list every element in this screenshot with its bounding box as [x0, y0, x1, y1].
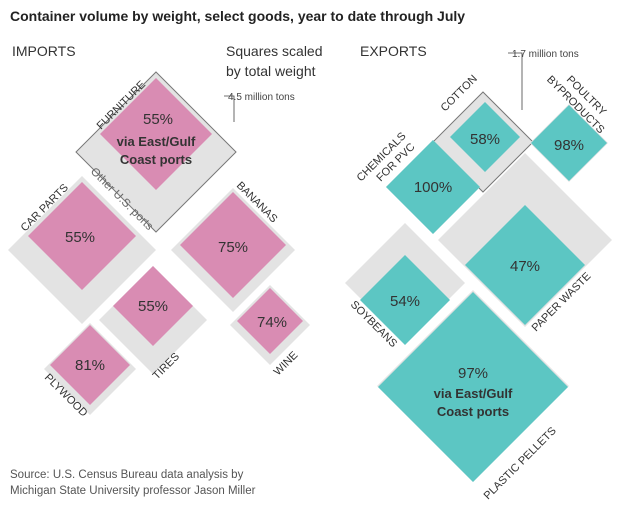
chemicals-share	[386, 140, 480, 234]
paperwaste-value: 47%	[510, 258, 540, 275]
gulf-label-imports-1: via East/Gulf	[117, 134, 196, 149]
wine-share	[237, 288, 303, 354]
paperwaste-share	[465, 205, 585, 325]
plywood-value: 81%	[75, 357, 105, 374]
legend-line-1: Squares scaled	[226, 43, 323, 59]
exports-label: EXPORTS	[360, 43, 427, 59]
plasticpellets-share	[378, 292, 568, 482]
chart-title: Container volume by weight, select goods…	[10, 8, 466, 24]
source-line-2: Michigan State University professor Jaso…	[10, 485, 256, 497]
tires-value: 55%	[138, 298, 168, 315]
poultry-value: 98%	[554, 137, 584, 154]
plasticpellets-value: 97%	[458, 365, 488, 382]
soybeans-value: 54%	[390, 293, 420, 310]
gulf-label-exports-2: Coast ports	[437, 404, 509, 419]
carparts-share	[28, 182, 136, 290]
legend-exports-ref: 1.7 million tons	[512, 49, 579, 60]
bananas-value: 75%	[218, 239, 248, 256]
furniture-value: 55%	[143, 111, 173, 128]
legend-line-2: by total weight	[226, 63, 316, 79]
gulf-label-exports-1: via East/Gulf	[434, 386, 513, 401]
cotton-share	[450, 102, 520, 172]
poultry-share	[531, 105, 607, 181]
chemicals-value: 100%	[414, 179, 452, 196]
source-note: Source: U.S. Census Bureau data analysis…	[10, 467, 255, 499]
furniture-share	[100, 78, 212, 190]
plywood-share	[50, 325, 130, 405]
gulf-label-imports-2: Coast ports	[120, 152, 192, 167]
tires-share	[113, 266, 193, 346]
legend-exports-leader	[508, 52, 523, 110]
bananas-share	[180, 192, 286, 298]
legend-imports-ref: 4.5 million tons	[228, 92, 295, 103]
source-line-1: Source: U.S. Census Bureau data analysis…	[10, 469, 244, 481]
wine-value: 74%	[257, 314, 287, 331]
carparts-value: 55%	[65, 229, 95, 246]
legend-imports-leader	[224, 95, 235, 122]
imports-label: IMPORTS	[12, 43, 76, 59]
soybeans-share	[360, 255, 450, 345]
cotton-value: 58%	[470, 131, 500, 148]
